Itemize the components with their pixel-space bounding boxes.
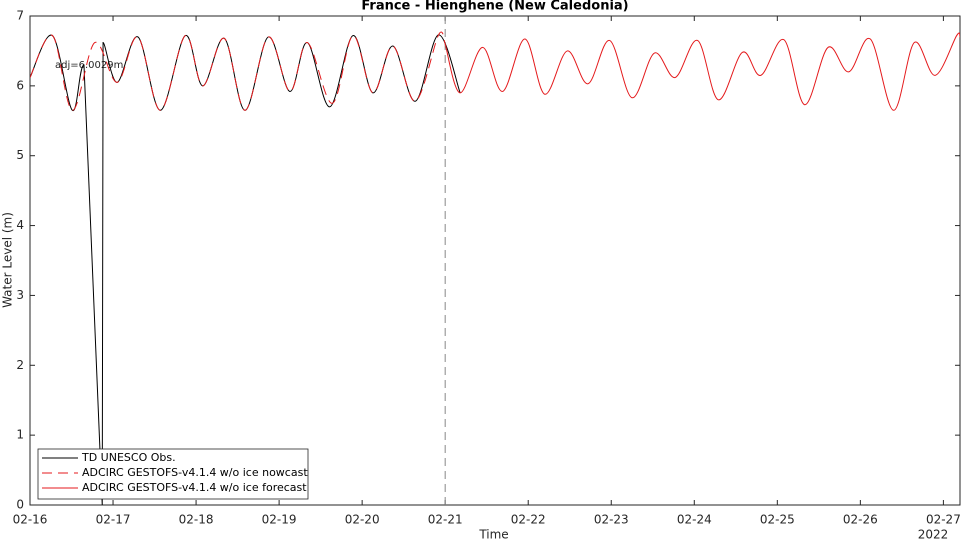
x-annotation: 2022	[918, 528, 949, 541]
x-tick-label: 02-25	[760, 513, 795, 527]
y-tick-label: 7	[16, 9, 24, 23]
y-tick-label: 0	[16, 498, 24, 512]
series-line	[30, 31, 446, 111]
series-line	[444, 32, 960, 111]
y-axis-label: Water Level (m)	[1, 212, 15, 308]
x-axis-label: Time	[478, 528, 508, 541]
plot-lines	[30, 16, 960, 505]
x-tick-label: 02-27	[926, 513, 961, 527]
plot-area	[29, 15, 961, 506]
y-tick-label: 6	[16, 78, 24, 92]
legend: TD UNESCO Obs. ADCIRC GESTOFS-v4.1.4 w/o …	[37, 448, 309, 500]
y-tick-label: 3	[16, 288, 24, 302]
x-tick-label: 02-20	[345, 513, 380, 527]
x-tick-label: 02-21	[428, 513, 463, 527]
x-tick-label: 02-23	[594, 513, 629, 527]
x-tick-label: 02-16	[13, 513, 48, 527]
x-tick-label: 02-19	[262, 513, 297, 527]
x-tick-label: 02-24	[677, 513, 712, 527]
chart-title: France - Hienghene (New Caledonia)	[361, 0, 628, 14]
x-tick-label: 02-17	[96, 513, 131, 527]
y-tick-label: 2	[16, 358, 24, 372]
y-tick-label: 1	[16, 428, 24, 442]
x-tick-label: 02-18	[179, 513, 214, 527]
x-tick-label: 02-22	[511, 513, 546, 527]
x-tick-label: 02-26	[843, 513, 878, 527]
annotation: adj=6.0029m	[55, 60, 123, 71]
legend-label: ADCIRC GESTOFS-v4.1.4 w/o ice nowcast	[82, 466, 308, 479]
y-tick-label: 4	[16, 218, 24, 232]
legend-label: ADCIRC GESTOFS-v4.1.4 w/o ice forecast	[82, 481, 307, 494]
legend-label: TD UNESCO Obs.	[81, 451, 176, 464]
legend-box	[37, 448, 309, 500]
y-tick-label: 5	[16, 148, 24, 162]
